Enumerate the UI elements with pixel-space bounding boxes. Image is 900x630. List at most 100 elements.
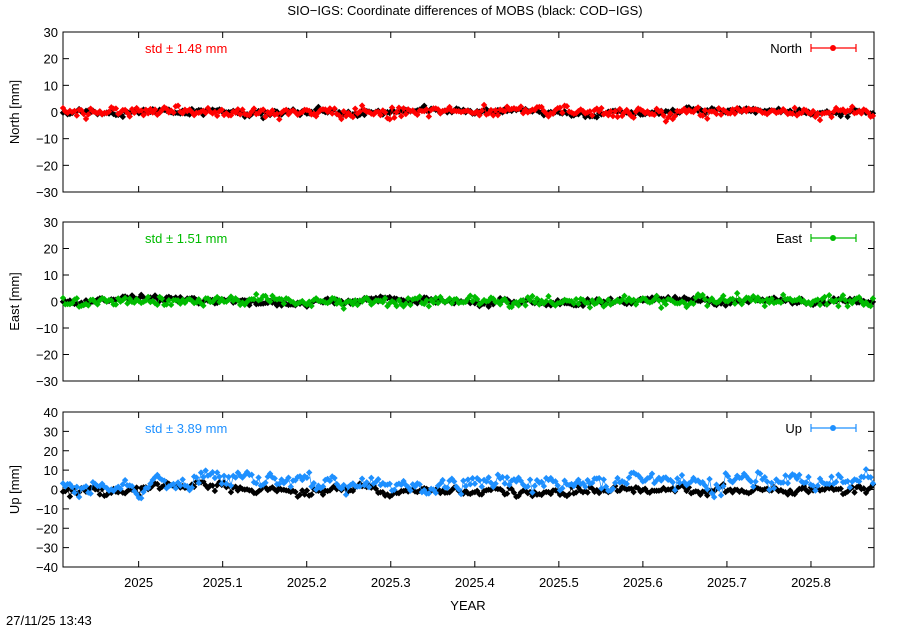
series-up-point [575, 476, 582, 484]
series-north-point [329, 110, 336, 117]
series-north-point [269, 107, 276, 114]
reference-series-point [64, 485, 71, 493]
series-east-point [584, 299, 591, 306]
series-up-point [768, 479, 775, 487]
series-up-point [391, 486, 398, 494]
series-up-point [287, 483, 294, 490]
series-north-point [713, 110, 720, 118]
series-up-point [662, 474, 670, 481]
series-up-point [635, 472, 642, 479]
y-tick-label: −20 [36, 348, 58, 363]
series-north-point [108, 104, 115, 111]
series-up-point [416, 481, 423, 488]
reference-series-point [851, 489, 858, 496]
x-tick-label: 2025.3 [371, 575, 411, 590]
series-north-point [98, 111, 106, 118]
series-east-point [559, 299, 566, 306]
series-up-point [467, 481, 474, 488]
series-east-point [423, 296, 430, 304]
series-up-point [529, 489, 536, 496]
series-east-point [496, 301, 504, 308]
series-north-point [579, 107, 587, 115]
panel-up: 40 30 20 10 0 −10 −20 −30 −40 2025 2025.1 2025.2 202… [7, 405, 877, 590]
series-north-point [62, 108, 69, 115]
reference-series-point [156, 485, 163, 492]
series-north-point [144, 110, 152, 117]
series-north-point [273, 110, 281, 118]
series-north-point [607, 108, 614, 115]
series-north-point [188, 108, 196, 116]
reference-series-point [538, 491, 545, 499]
x-tick-label: 2025.2 [287, 575, 327, 590]
series-north-point [667, 110, 674, 117]
series-east-point [124, 300, 131, 307]
reference-series-point [632, 484, 640, 491]
series-up-point [161, 477, 168, 484]
reference-series-point [750, 487, 757, 494]
series-east-point [849, 300, 856, 307]
series-east-point [154, 301, 161, 308]
series-up-point [683, 481, 690, 489]
series-east-point [731, 300, 739, 307]
reference-series-point [211, 487, 219, 495]
reference-series-point [844, 488, 851, 495]
series-up-point [699, 478, 706, 486]
series-east-point [167, 301, 175, 309]
series-east-point [526, 297, 534, 304]
series-up-point [655, 474, 663, 482]
series-north-point [710, 108, 718, 115]
series-up-point [602, 483, 610, 490]
series-east-point [750, 292, 757, 300]
series-up-point [425, 490, 433, 497]
series-north-point [793, 112, 801, 119]
series-north-point [402, 110, 410, 118]
reference-series-point [227, 489, 235, 496]
series-up-point [803, 479, 810, 486]
series-north-point [262, 113, 269, 121]
series-north-point [828, 113, 835, 121]
series-up-point [492, 480, 499, 487]
series-north-point [740, 105, 748, 113]
series-east-point [434, 299, 442, 307]
series-north-point [115, 110, 122, 118]
series-north-point [598, 104, 605, 112]
series-up-point [218, 480, 225, 487]
series-east-point [71, 296, 78, 303]
series-up-point [202, 467, 209, 474]
reference-series-point [209, 482, 216, 489]
series-up-point [193, 474, 200, 481]
series-east-point [632, 301, 640, 308]
series-north-point [211, 108, 219, 116]
series-north-point [478, 107, 485, 114]
y-tick-label: −30 [36, 185, 58, 200]
series-up-point [487, 479, 495, 486]
series-east-point [683, 303, 690, 311]
reference-series-point [517, 489, 525, 496]
series-east-point [354, 301, 361, 309]
series-up-point [779, 479, 787, 486]
series-east-point [837, 295, 844, 303]
series-north-point [526, 108, 534, 115]
series-north-point [869, 112, 877, 120]
series-up-point [862, 466, 870, 473]
series-up-point [740, 470, 748, 478]
reference-series-point [694, 488, 702, 495]
series-up-point [724, 473, 732, 480]
x-axis-title: YEAR [450, 598, 485, 613]
series-up-point [773, 476, 780, 483]
series-east-point [844, 303, 851, 310]
reference-series-point [837, 485, 844, 492]
std-label: std ± 1.48 mm [145, 41, 227, 56]
series-up-point [646, 474, 653, 481]
series-east-point [658, 304, 665, 312]
chart-panels: 30 20 10 0 −10 −20 −30 North [mm] std ± 1.48 mm N… [7, 25, 877, 590]
series-up-point [867, 474, 874, 481]
series-up-point [460, 477, 467, 484]
series-up-point [547, 474, 554, 482]
reference-series-point [837, 112, 844, 120]
series-north-point [602, 109, 610, 117]
series-north-point [140, 111, 147, 119]
series-up-point [669, 479, 676, 486]
reference-series-point [559, 489, 566, 497]
series-north-point [715, 105, 722, 112]
